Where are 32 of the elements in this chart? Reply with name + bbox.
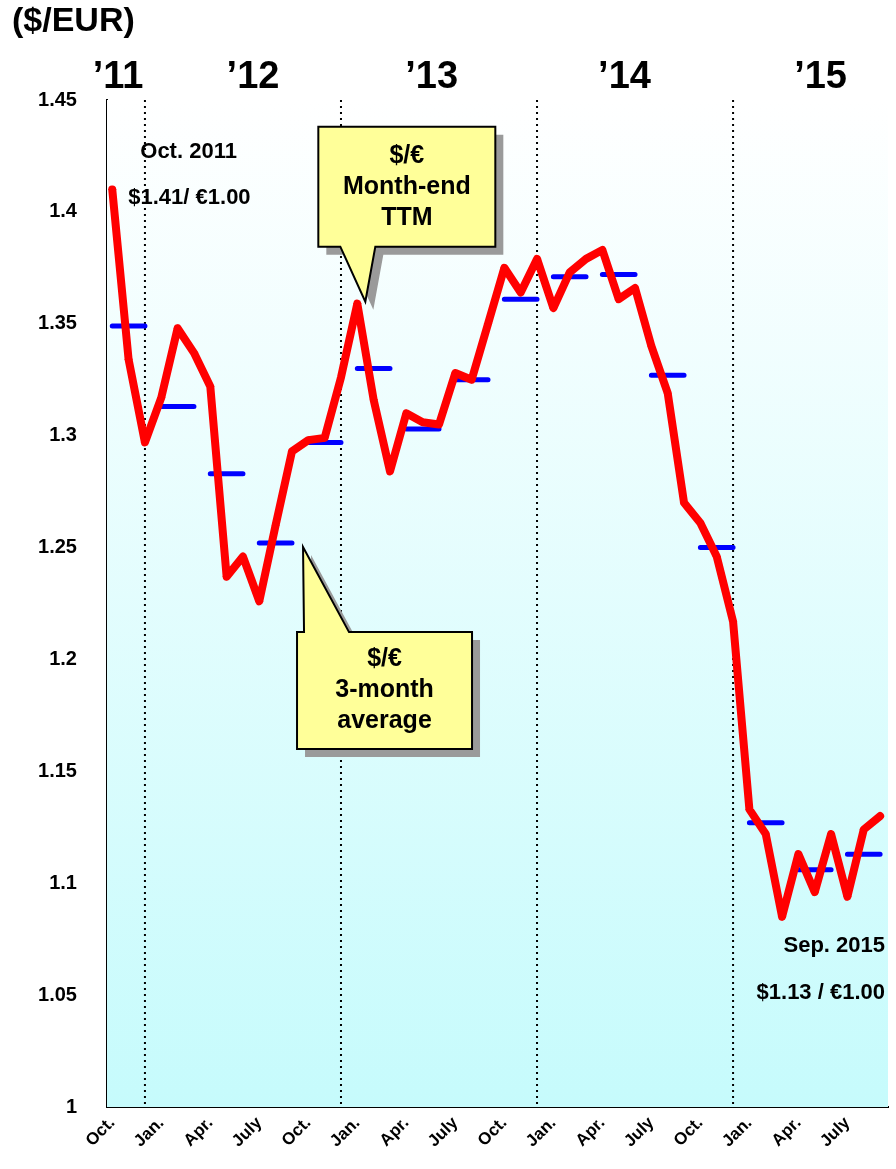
annotation: Sep. 2015 $1.13 / €1.00	[756, 931, 885, 1004]
x-tick-label: Oct.	[473, 1112, 511, 1150]
x2-tick-label: ’14	[598, 53, 651, 96]
y-tick-label: 1.25	[38, 535, 77, 558]
x-tick-label: Apr.	[571, 1112, 609, 1150]
y-tick-label: 1	[65, 1094, 77, 1117]
x2-tick-label: ’15	[794, 53, 847, 96]
x2-tick-label: ’12	[226, 53, 280, 96]
x-tick-label: Jan.	[522, 1112, 560, 1151]
y-tick-label: 1.1	[49, 870, 77, 893]
x-tick-label: Jan.	[718, 1112, 756, 1151]
x-tick-label: Jan.	[129, 1112, 168, 1151]
x-tick-label: Apr.	[179, 1112, 217, 1150]
x-tick-label: Oct.	[277, 1112, 315, 1150]
annotation: $/€ Month-end TTM	[342, 139, 471, 230]
x2-tick-label: ’11	[92, 53, 144, 96]
x-tick-label: Apr.	[375, 1112, 413, 1150]
x-tick-label: Oct.	[669, 1112, 707, 1150]
x-tick-label: Jan.	[325, 1112, 364, 1151]
y-tick-label: 1.2	[49, 646, 77, 669]
y-tick-label: 1.05	[38, 982, 77, 1005]
y-tick-label: 1.3	[49, 423, 77, 446]
y-axis-title: ($/EUR)	[12, 0, 135, 39]
x-tick-label: Apr.	[767, 1112, 805, 1150]
y-tick-label: 1.15	[38, 758, 77, 781]
y-tick-label: 1.45	[38, 87, 77, 110]
y-tick-label: 1.35	[38, 311, 77, 334]
annotation: $/€ 3-month average	[335, 643, 434, 734]
x2-tick-label: ’13	[405, 53, 459, 96]
y-tick-label: 1.4	[49, 199, 78, 222]
x-tick-label: Oct.	[81, 1112, 119, 1150]
annotation: Oct. 2011 $1.41/ €1.00	[128, 137, 251, 209]
